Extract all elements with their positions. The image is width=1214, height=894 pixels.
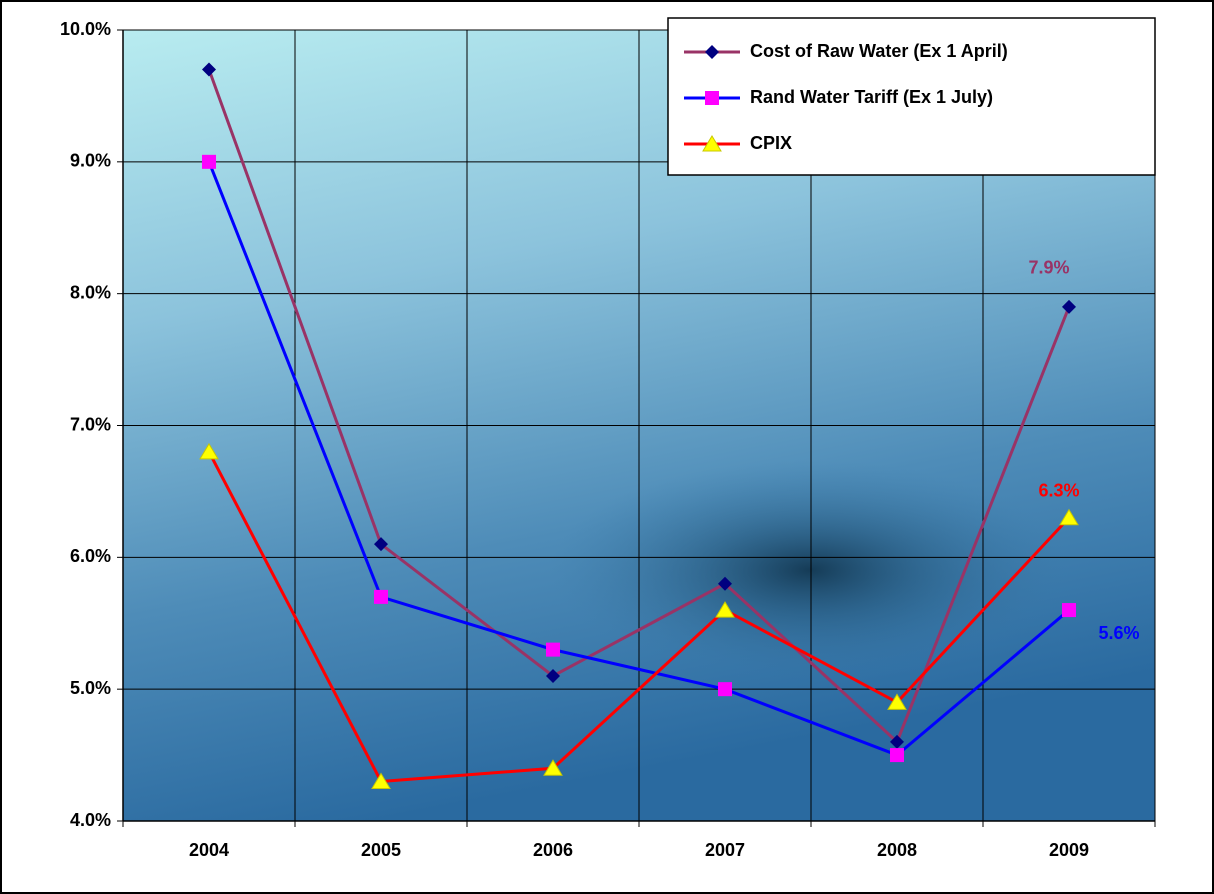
data-label: 7.9% (1028, 258, 1069, 278)
y-tick-label: 4.0% (70, 810, 111, 830)
x-tick-label: 2004 (189, 840, 229, 860)
y-tick-label: 8.0% (70, 282, 111, 302)
x-tick-label: 2009 (1049, 840, 1089, 860)
marker (202, 155, 216, 169)
x-tick-label: 2007 (705, 840, 745, 860)
y-tick-label: 5.0% (70, 678, 111, 698)
y-tick-label: 6.0% (70, 546, 111, 566)
x-tick-label: 2006 (533, 840, 573, 860)
legend-label: CPIX (750, 133, 792, 153)
ripple-image (550, 460, 1070, 680)
legend-marker (705, 91, 719, 105)
legend-label: Rand Water Tariff (Ex 1 July) (750, 87, 993, 107)
data-label: 6.3% (1038, 481, 1079, 501)
legend-label: Cost of Raw Water (Ex 1 April) (750, 41, 1008, 61)
marker (374, 590, 388, 604)
marker (1062, 603, 1076, 617)
marker (890, 748, 904, 762)
y-tick-label: 7.0% (70, 414, 111, 434)
marker (718, 682, 732, 696)
y-tick-label: 10.0% (60, 19, 111, 39)
marker (546, 643, 560, 657)
page: 7.9% 5.6% 6.3% 4.0% 5.0% 6.0% 7.0% 8.0% 9.0% 10.… (0, 0, 1214, 894)
chart: 7.9% 5.6% 6.3% 4.0% 5.0% 6.0% 7.0% 8.0% 9.0% 10.… (0, 0, 1214, 894)
x-tick-label: 2008 (877, 840, 917, 860)
x-tick-label: 2005 (361, 840, 401, 860)
y-tick-label: 9.0% (70, 151, 111, 171)
data-label: 5.6% (1098, 623, 1139, 643)
